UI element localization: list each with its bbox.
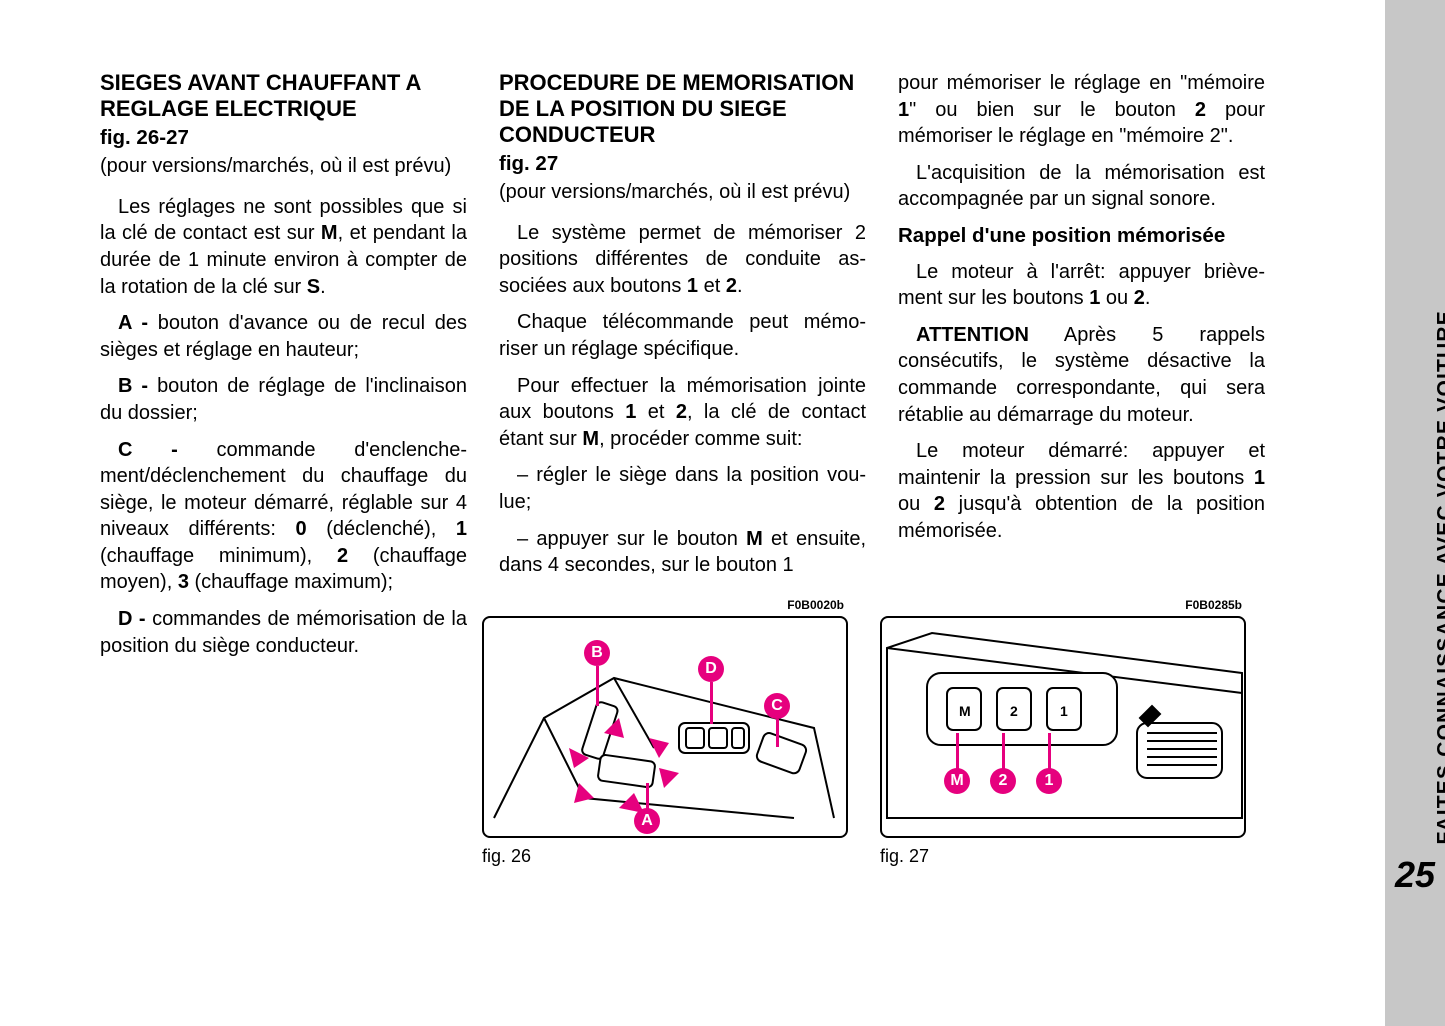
- fig26-callout-c: C: [764, 693, 790, 719]
- fig26-callout-a: A: [634, 808, 660, 834]
- col3-p2: L'acquisition de la mémorisation est acc…: [898, 160, 1265, 213]
- col1-pD: D - commandes de mémorisation de la posi…: [100, 606, 467, 659]
- col1-pC: C - commande d'enclenche­ment/déclenchem…: [100, 437, 467, 597]
- fig27-line-m: [956, 733, 959, 769]
- figure-27: F0B0285b M 2 1 M 2: [880, 616, 1246, 866]
- col2-p2: Chaque télécommande peut mémo­riser un r…: [499, 309, 866, 362]
- side-tab: FAITES CONNAISSANCE AVEC VOTRE VOITURE 2…: [1385, 0, 1445, 1026]
- fig26-line-a: [646, 783, 649, 809]
- col1-pA: A - bouton d'avance ou de recul des sièg…: [100, 310, 467, 363]
- col3-p5: Le moteur démarré: appuyer et maintenir …: [898, 438, 1265, 544]
- fig27-sketch: M 2 1: [882, 618, 1246, 838]
- page-number: 25: [1395, 854, 1435, 896]
- col1-note: (pour versions/marchés, où il est prévu): [100, 153, 467, 180]
- fig27-code: F0B0285b: [1185, 598, 1242, 612]
- col3-subhead: Rappel d'une position mémorisée: [898, 223, 1265, 249]
- column-1: SIEGES AVANT CHAUFFANT A REGLAGE ELECTRI…: [100, 70, 467, 1006]
- col2-p3: Pour effectuer la mémorisation join­te a…: [499, 373, 866, 453]
- fig26-caption: fig. 26: [482, 846, 531, 867]
- col2-p1: Le système permet de mémoriser 2 positio…: [499, 220, 866, 300]
- fig26-code: F0B0020b: [787, 598, 844, 612]
- fig27-line-1: [1048, 733, 1051, 769]
- col3-p3: Le moteur à l'arrêt: appuyer briève­ment…: [898, 259, 1265, 312]
- fig27-callout-2: 2: [990, 768, 1016, 794]
- fig26-box: B D C A: [482, 616, 848, 838]
- col1-title: SIEGES AVANT CHAUFFANT A REGLAGE ELECTRI…: [100, 70, 467, 122]
- content-area: SIEGES AVANT CHAUFFANT A REGLAGE ELECTRI…: [0, 0, 1445, 1026]
- col2-title: PROCEDURE DE MEMORISATION DE LA POSITION…: [499, 70, 866, 148]
- fig26-line-c: [776, 719, 779, 747]
- fig26-callout-b: B: [584, 640, 610, 666]
- col2-note: (pour versions/marchés, où il est prévu): [499, 179, 866, 206]
- figure-26: F0B0020b: [482, 616, 848, 866]
- fig27-caption: fig. 27: [880, 846, 929, 867]
- svg-text:1: 1: [1060, 703, 1068, 719]
- fig27-box: M 2 1 M 2 1: [880, 616, 1246, 838]
- col2-p4: – régler le siège dans la position vou­l…: [499, 462, 866, 515]
- fig27-line-2: [1002, 733, 1005, 769]
- col1-figref: fig. 26-27: [100, 124, 467, 151]
- fig27-callout-m: M: [944, 768, 970, 794]
- col1-pB: B - bouton de réglage de l'inclinaison d…: [100, 373, 467, 426]
- col3-p4: ATTENTION Après 5 rappels consécutifs, l…: [898, 322, 1265, 428]
- fig27-callout-1: 1: [1036, 768, 1062, 794]
- fig26-line-b: [596, 666, 599, 706]
- svg-text:2: 2: [1010, 703, 1018, 719]
- col1-p1: Les réglages ne sont possibles que si la…: [100, 194, 467, 300]
- col2-figref: fig. 27: [499, 150, 866, 177]
- col3-p1: pour mémoriser le réglage en "mé­moire 1…: [898, 70, 1265, 150]
- svg-text:M: M: [959, 703, 971, 719]
- fig26-sketch: [484, 618, 848, 838]
- manual-page: SIEGES AVANT CHAUFFANT A REGLAGE ELECTRI…: [0, 0, 1445, 1026]
- col2-p5: – appuyer sur le bouton M et ensui­te, d…: [499, 526, 866, 579]
- side-tab-label: FAITES CONNAISSANCE AVEC VOTRE VOITURE: [1433, 310, 1445, 845]
- fig26-callout-d: D: [698, 656, 724, 682]
- fig26-line-d: [710, 682, 713, 724]
